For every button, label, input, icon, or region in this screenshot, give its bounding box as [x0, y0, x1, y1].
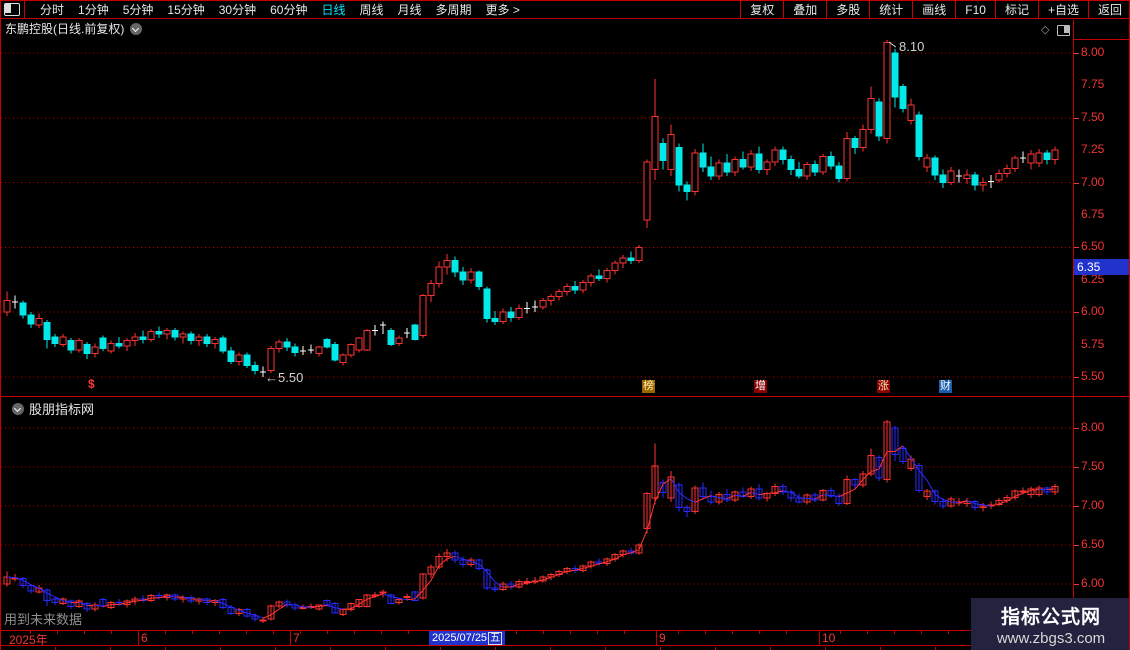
cursor-date-badge: 2025/07/25 五	[429, 631, 506, 645]
indicator-chart[interactable]	[1, 397, 1073, 630]
price-tick-label: 7.25	[1081, 142, 1105, 157]
price-tick-label: 7.50	[1081, 109, 1105, 124]
tab-1[interactable]: 1分钟	[78, 3, 109, 17]
site-watermark: 指标公式网 www.zbgs3.com	[971, 598, 1129, 650]
tab-9[interactable]: 多周期	[435, 3, 472, 17]
toolbar-button-7[interactable]: +自选	[1037, 1, 1088, 18]
chevron-down-icon[interactable]	[12, 402, 24, 415]
indicator-tick-label: 7.00	[1081, 498, 1105, 512]
toolbar-button-8[interactable]: 返回	[1087, 1, 1129, 18]
tab-10[interactable]: 更多 >	[485, 3, 520, 17]
svg-text:←5.50: ←5.50	[265, 370, 303, 385]
diamond-icon[interactable]: ◇	[1041, 24, 1050, 36]
indicator-name: 股朋指标网	[29, 402, 95, 417]
price-tick-label: 5.75	[1081, 336, 1105, 351]
event-badge-财[interactable]: 财	[939, 380, 952, 393]
toolbar-button-0[interactable]: 复权	[740, 1, 783, 18]
tab-5[interactable]: 60分钟	[270, 3, 308, 17]
weekday-box: 五	[488, 631, 503, 645]
toolbar-right-buttons: 复权 叠加 多股 统计 画线 F10 标记 +自选 返回	[740, 1, 1129, 18]
indicator-tick-label: 7.50	[1081, 459, 1105, 473]
bottom-tab-strip[interactable]	[1, 647, 1129, 650]
tab-8[interactable]: 月线	[397, 3, 422, 17]
year-label: 2025年	[9, 633, 48, 647]
split-view-icon[interactable]	[1057, 25, 1070, 36]
price-tick-label: 6.50	[1081, 239, 1105, 254]
toolbar-button-4[interactable]: 画线	[912, 1, 955, 18]
event-badge-涨[interactable]: 涨	[877, 380, 890, 393]
main-candlestick-chart[interactable]: 8.10 ←5.50	[1, 0, 1073, 397]
panel-split-icon[interactable]	[4, 3, 20, 16]
tab-2[interactable]: 5分钟	[122, 3, 154, 17]
month-label-9: 9	[659, 631, 666, 645]
panel-separator	[1, 396, 1129, 397]
dollar-marker[interactable]: $	[88, 377, 95, 391]
toolbar-button-3[interactable]: 统计	[869, 1, 912, 18]
period-toolbar: 分时 1分钟 5分钟 15分钟 30分钟 60分钟 日线 周线 月线 多周期 更多 > 复权 叠加 多股…	[1, 0, 1129, 19]
indicator-tick-label: 6.00	[1081, 576, 1105, 590]
month-label-6: 6	[141, 631, 148, 645]
period-tabs: 分时 1分钟 5分钟 15分钟 30分钟 60分钟 日线 周线 月线 多周期 更多 >	[24, 1, 527, 18]
chevron-down-icon[interactable]	[130, 22, 143, 35]
event-badge-榜[interactable]: 榜	[642, 380, 655, 393]
price-tick-label: 8.00	[1081, 45, 1105, 59]
time-axis	[1, 630, 1129, 646]
tab-3[interactable]: 15分钟	[167, 3, 205, 17]
price-tick-label: 6.75	[1081, 207, 1105, 221]
tab-6[interactable]: 日线	[321, 3, 346, 17]
toolbar-button-6[interactable]: 标记	[994, 1, 1038, 18]
toolbar-button-5[interactable]: F10	[955, 1, 995, 18]
month-label-7: 7	[293, 631, 300, 645]
tab-0[interactable]: 分时	[40, 3, 65, 17]
indicator-header: 股朋指标网	[6, 399, 94, 418]
future-data-note: 用到未来数据	[4, 612, 83, 627]
price-tick-label: 5.50	[1081, 369, 1105, 383]
indicator-tick-label: 6.50	[1081, 537, 1105, 551]
indicator-tick-label: 8.00	[1081, 420, 1105, 434]
toolbar-button-2[interactable]: 多股	[826, 1, 869, 18]
cursor-price-badge: 6.35	[1074, 258, 1129, 275]
stock-title: 东鹏控股(日线.前复权)	[5, 22, 125, 36]
price-tick-label: 6.00	[1081, 304, 1105, 319]
watermark-url: www.zbgs3.com	[996, 629, 1106, 647]
chart-title-row: 东鹏控股(日线.前复权)	[1, 20, 143, 37]
event-badge-增[interactable]: 增	[754, 380, 767, 393]
tab-4[interactable]: 30分钟	[218, 3, 257, 17]
month-label-10: 10	[822, 631, 836, 645]
axis-separator-line	[1073, 20, 1074, 646]
tab-7[interactable]: 周线	[359, 3, 384, 17]
watermark-title: 指标公式网	[1000, 606, 1101, 628]
toolbar-button-1[interactable]: 叠加	[783, 1, 826, 18]
price-tick-label: 7.00	[1081, 174, 1105, 189]
price-tick-label: 6.25	[1081, 271, 1105, 286]
svg-text:8.10: 8.10	[899, 39, 924, 54]
price-tick-label: 7.75	[1081, 77, 1105, 92]
